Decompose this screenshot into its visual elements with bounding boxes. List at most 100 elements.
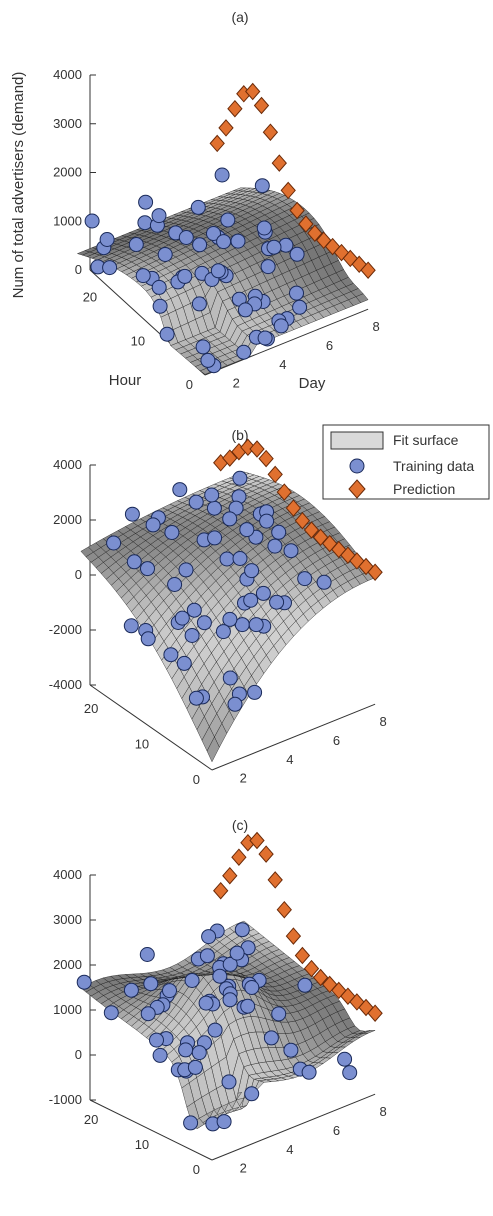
training-point — [217, 235, 231, 249]
z-tick-label: 1000 — [53, 1002, 82, 1017]
training-point — [257, 221, 271, 235]
day-tick-label: 8 — [379, 714, 386, 729]
training-point — [235, 923, 249, 937]
training-point — [264, 1031, 278, 1045]
training-point — [220, 552, 234, 566]
training-point — [139, 195, 153, 209]
training-point — [241, 999, 255, 1013]
training-point — [231, 234, 245, 248]
training-point — [211, 264, 225, 278]
prediction-point — [259, 846, 273, 862]
z-tick-label: 3000 — [53, 912, 82, 927]
training-point — [199, 996, 213, 1010]
prediction-point — [214, 883, 228, 899]
z-tick-label: 2000 — [53, 957, 82, 972]
hour-tick-label: 10 — [135, 737, 149, 752]
legend-label-fit-surface: Fit surface — [393, 432, 459, 448]
training-point — [77, 975, 91, 989]
training-point — [267, 240, 281, 254]
z-tick-label: 2000 — [53, 165, 82, 180]
day-tick-label: 2 — [240, 1161, 247, 1176]
hour-tick-label: 0 — [186, 377, 193, 392]
training-point — [290, 247, 304, 261]
training-point — [129, 238, 143, 252]
training-point — [187, 603, 201, 617]
legend-swatch-fit-surface — [331, 432, 383, 449]
training-point — [238, 303, 252, 317]
training-point — [284, 1043, 298, 1057]
prediction-point — [223, 868, 237, 884]
training-point — [205, 488, 219, 502]
training-point — [192, 1046, 206, 1060]
training-point — [290, 286, 304, 300]
day-tick-label: 8 — [379, 1104, 386, 1119]
training-point — [223, 512, 237, 526]
training-point — [237, 345, 251, 359]
training-point — [249, 618, 263, 632]
training-point — [179, 1043, 193, 1057]
training-point — [208, 1023, 222, 1037]
training-point — [153, 1048, 167, 1062]
day-tick-label: 6 — [333, 1123, 340, 1138]
training-point — [216, 625, 230, 639]
training-point — [201, 353, 215, 367]
training-point — [103, 261, 117, 275]
prediction-point — [259, 451, 273, 467]
training-point — [293, 300, 307, 314]
panel-a-title: (a) — [231, 9, 248, 25]
training-point — [233, 552, 247, 566]
training-point — [124, 619, 138, 633]
hour-tick-label: 10 — [131, 333, 145, 348]
training-point — [223, 671, 237, 685]
training-point — [141, 632, 155, 646]
training-point — [178, 269, 192, 283]
z-tick-label: 4000 — [53, 67, 82, 82]
training-point — [217, 1115, 231, 1129]
training-point — [141, 1007, 155, 1021]
training-point — [158, 248, 172, 262]
hour-tick-label: 20 — [84, 701, 98, 716]
legend: Fit surface Training data Prediction — [323, 425, 489, 499]
training-point — [152, 280, 166, 294]
training-point — [136, 269, 150, 283]
legend-label-prediction: Prediction — [393, 481, 455, 497]
training-point — [125, 507, 139, 521]
panel-a: 01000200030004000010202468 — [53, 67, 380, 392]
training-point — [235, 618, 249, 632]
training-point — [244, 593, 258, 607]
training-point — [240, 523, 254, 537]
z-tick-label: -4000 — [49, 677, 82, 692]
training-point — [179, 231, 193, 245]
training-point — [215, 168, 229, 182]
prediction-point — [210, 135, 224, 151]
panels: 01000200030004000010202468-4000-20000200… — [49, 67, 387, 1177]
training-point — [164, 648, 178, 662]
z-tick-label: 4000 — [53, 457, 82, 472]
training-point — [260, 514, 274, 528]
training-point — [284, 544, 298, 558]
training-point — [160, 327, 174, 341]
training-point — [255, 179, 269, 193]
training-point — [248, 685, 262, 699]
training-point — [202, 930, 216, 944]
prediction-point — [263, 124, 277, 140]
training-point — [208, 531, 222, 545]
training-point — [179, 563, 193, 577]
training-point — [222, 1075, 236, 1089]
training-point — [343, 1066, 357, 1080]
training-point — [298, 978, 312, 992]
training-point — [127, 555, 141, 569]
training-point — [268, 539, 282, 553]
training-point — [200, 949, 214, 963]
prediction-point — [232, 849, 246, 865]
training-point — [100, 233, 114, 247]
training-point — [302, 1065, 316, 1079]
training-point — [317, 575, 331, 589]
training-point — [173, 483, 187, 497]
training-point — [104, 1006, 118, 1020]
panel-c-title: (c) — [232, 817, 248, 833]
training-point — [177, 656, 191, 670]
day-tick-label: 2 — [233, 376, 240, 391]
legend-label-training-data: Training data — [393, 458, 474, 474]
prediction-point — [286, 928, 300, 944]
